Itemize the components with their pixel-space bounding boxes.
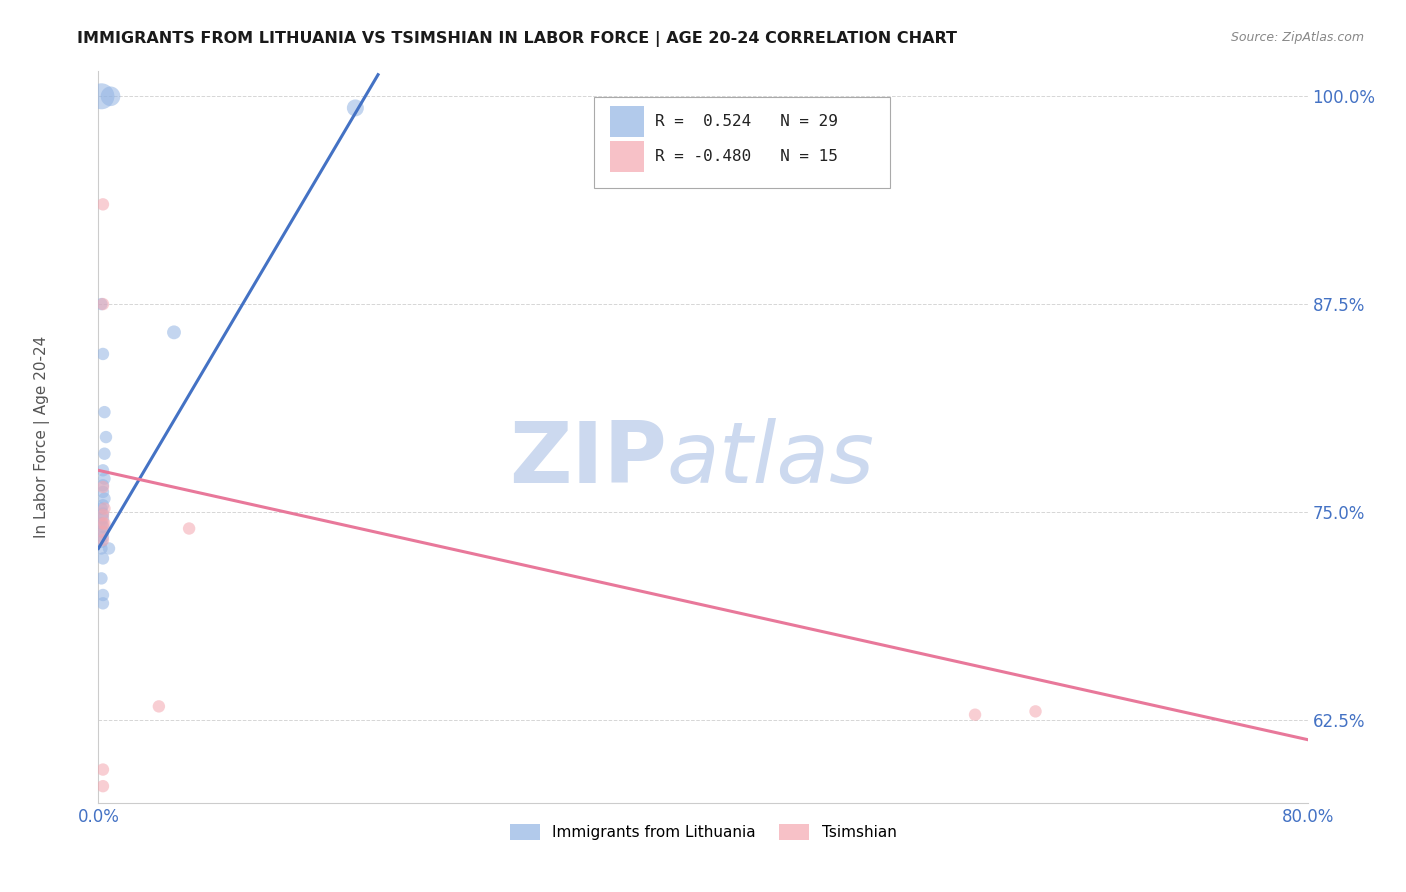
Text: ZIP: ZIP xyxy=(509,417,666,500)
Text: R =  0.524   N = 29: R = 0.524 N = 29 xyxy=(655,114,838,129)
Point xyxy=(344,101,367,115)
Point xyxy=(91,588,114,602)
Point xyxy=(91,511,114,525)
Point xyxy=(90,571,112,585)
Point xyxy=(91,347,114,361)
Point xyxy=(93,501,115,516)
Point xyxy=(91,516,114,531)
FancyBboxPatch shape xyxy=(595,97,890,188)
Point xyxy=(91,197,114,211)
Point xyxy=(91,763,114,777)
Point xyxy=(90,501,112,516)
Text: IMMIGRANTS FROM LITHUANIA VS TSIMSHIAN IN LABOR FORCE | AGE 20-24 CORRELATION CH: IMMIGRANTS FROM LITHUANIA VS TSIMSHIAN I… xyxy=(77,31,957,47)
Legend: Immigrants from Lithuania, Tsimshian: Immigrants from Lithuania, Tsimshian xyxy=(503,817,903,847)
Text: Source: ZipAtlas.com: Source: ZipAtlas.com xyxy=(1230,31,1364,45)
Text: R = -0.480   N = 15: R = -0.480 N = 15 xyxy=(655,149,838,164)
Point xyxy=(148,699,170,714)
Point xyxy=(93,491,115,506)
Point xyxy=(91,551,114,566)
Point xyxy=(90,541,112,556)
Point xyxy=(91,485,114,500)
Point xyxy=(179,521,201,535)
Point xyxy=(91,524,114,539)
Point xyxy=(91,508,114,523)
Point xyxy=(91,507,114,521)
Point xyxy=(93,447,115,461)
Point xyxy=(91,779,114,793)
Y-axis label: In Labor Force | Age 20-24: In Labor Force | Age 20-24 xyxy=(34,336,49,538)
Point xyxy=(100,89,122,103)
Point xyxy=(1024,705,1046,719)
FancyBboxPatch shape xyxy=(610,141,644,171)
Point xyxy=(91,596,114,610)
Point xyxy=(94,430,117,444)
FancyBboxPatch shape xyxy=(610,106,644,137)
Point xyxy=(91,524,114,539)
Point xyxy=(163,326,186,340)
Point xyxy=(93,405,115,419)
Point xyxy=(93,472,115,486)
Point xyxy=(91,478,114,492)
Text: atlas: atlas xyxy=(666,417,875,500)
Point xyxy=(90,89,112,103)
Point xyxy=(91,533,114,548)
Point xyxy=(91,530,114,544)
Point xyxy=(965,707,987,722)
Point xyxy=(91,498,114,512)
Point xyxy=(91,480,114,494)
Point xyxy=(91,463,114,477)
Point xyxy=(98,541,121,556)
Point xyxy=(90,297,112,311)
Point xyxy=(90,534,112,549)
Point xyxy=(93,516,115,531)
Point xyxy=(91,520,114,534)
Point xyxy=(91,297,114,311)
Point xyxy=(90,516,112,531)
